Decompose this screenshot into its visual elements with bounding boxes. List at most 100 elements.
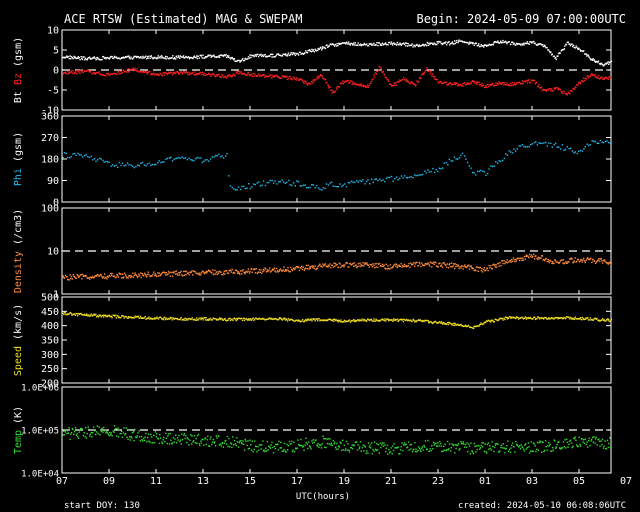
data-point-bz: [460, 84, 462, 86]
data-point-temp: [158, 442, 161, 445]
data-point-density: [276, 270, 279, 272]
data-point-temp: [252, 451, 254, 453]
data-point-bz: [202, 73, 204, 75]
data-point-density: [514, 261, 516, 263]
data-point-bz: [435, 78, 438, 81]
data-point-bt: [334, 43, 337, 46]
data-point-density: [104, 277, 106, 280]
data-point-speed: [608, 320, 611, 323]
data-point-bz: [513, 83, 515, 86]
data-point-speed: [355, 320, 357, 323]
data-point-speed: [206, 319, 208, 321]
data-point-phi: [495, 161, 497, 163]
data-point-bt: [455, 41, 457, 44]
data-point-speed: [556, 316, 559, 319]
data-point-temp: [110, 434, 112, 436]
data-point-temp: [436, 445, 438, 448]
data-point-phi: [100, 158, 102, 160]
data-point-phi: [390, 175, 393, 178]
data-point-bz: [276, 74, 278, 77]
data-point-speed: [64, 312, 67, 314]
data-point-bt: [318, 48, 320, 50]
data-point-bt: [285, 54, 287, 56]
data-point-bz: [414, 85, 417, 87]
data-point-phi: [336, 186, 338, 188]
data-point-bt: [589, 57, 591, 60]
data-point-bz: [366, 86, 368, 88]
data-point-bz: [185, 71, 187, 73]
data-point-phi: [158, 160, 160, 162]
data-point-bt: [108, 58, 110, 60]
data-point-temp: [321, 443, 323, 445]
data-point-bz: [516, 81, 518, 84]
data-point-bt: [505, 41, 507, 43]
data-point-density: [372, 263, 374, 265]
data-point-bz: [551, 88, 553, 90]
data-point-temp: [500, 446, 502, 449]
data-point-temp: [208, 445, 211, 447]
data-point-density: [262, 270, 264, 273]
data-point-bt: [281, 55, 284, 57]
data-point-speed: [183, 319, 185, 321]
data-point-temp: [129, 436, 131, 438]
data-point-temp: [242, 440, 244, 442]
data-point-bt: [266, 56, 268, 58]
data-point-bz: [290, 78, 292, 80]
data-point-density: [81, 273, 84, 276]
data-point-bt: [526, 41, 528, 43]
data-point-bz: [442, 82, 445, 84]
data-point-bt: [608, 63, 610, 65]
data-point-density: [343, 266, 345, 268]
data-point-density: [264, 268, 267, 270]
data-point-phi: [584, 146, 586, 148]
data-point-speed: [179, 318, 182, 320]
data-point-temp: [466, 442, 468, 444]
data-point-phi: [178, 157, 180, 159]
data-point-bz: [504, 82, 506, 84]
data-point-density: [75, 277, 77, 279]
data-point-density: [496, 266, 498, 268]
data-point-phi: [118, 161, 121, 164]
data-point-bt: [382, 44, 384, 46]
data-point-speed: [224, 317, 226, 320]
data-point-temp: [431, 445, 433, 447]
data-point-temp: [178, 434, 180, 437]
data-point-temp: [234, 443, 237, 445]
data-point-bz: [534, 83, 536, 85]
data-point-speed: [180, 316, 182, 319]
data-point-temp: [299, 444, 302, 447]
data-point-speed: [608, 318, 610, 320]
data-point-bt: [476, 45, 479, 47]
data-point-temp: [528, 446, 530, 448]
data-point-bt: [104, 57, 106, 59]
data-point-bt: [262, 55, 265, 58]
data-point-speed: [133, 317, 135, 319]
data-point-density: [108, 274, 110, 277]
data-point-bz: [311, 82, 313, 84]
data-point-speed: [309, 319, 311, 321]
data-point-bt: [140, 56, 142, 58]
y-axis-label-part: Speed: [13, 346, 24, 376]
data-point-speed: [482, 323, 485, 325]
data-point-bz: [134, 67, 136, 70]
y-axis-label-part: (K): [13, 406, 24, 430]
data-point-density: [371, 266, 374, 268]
data-point-bz: [566, 93, 568, 95]
data-point-density: [247, 270, 249, 273]
data-point-temp: [340, 449, 343, 452]
data-point-bz: [378, 69, 380, 71]
data-point-density: [293, 267, 295, 269]
data-point-phi: [133, 166, 135, 169]
data-point-temp: [411, 450, 414, 453]
data-point-phi: [160, 161, 162, 164]
data-point-bt: [351, 43, 353, 45]
data-point-temp: [543, 449, 546, 452]
data-point-temp: [451, 443, 453, 445]
data-point-density: [272, 268, 274, 270]
data-point-temp: [334, 446, 337, 448]
data-point-speed: [495, 318, 497, 321]
data-point-density: [465, 266, 468, 269]
data-point-phi: [420, 174, 422, 176]
data-point-speed: [326, 319, 329, 322]
data-point-bz: [343, 81, 345, 83]
